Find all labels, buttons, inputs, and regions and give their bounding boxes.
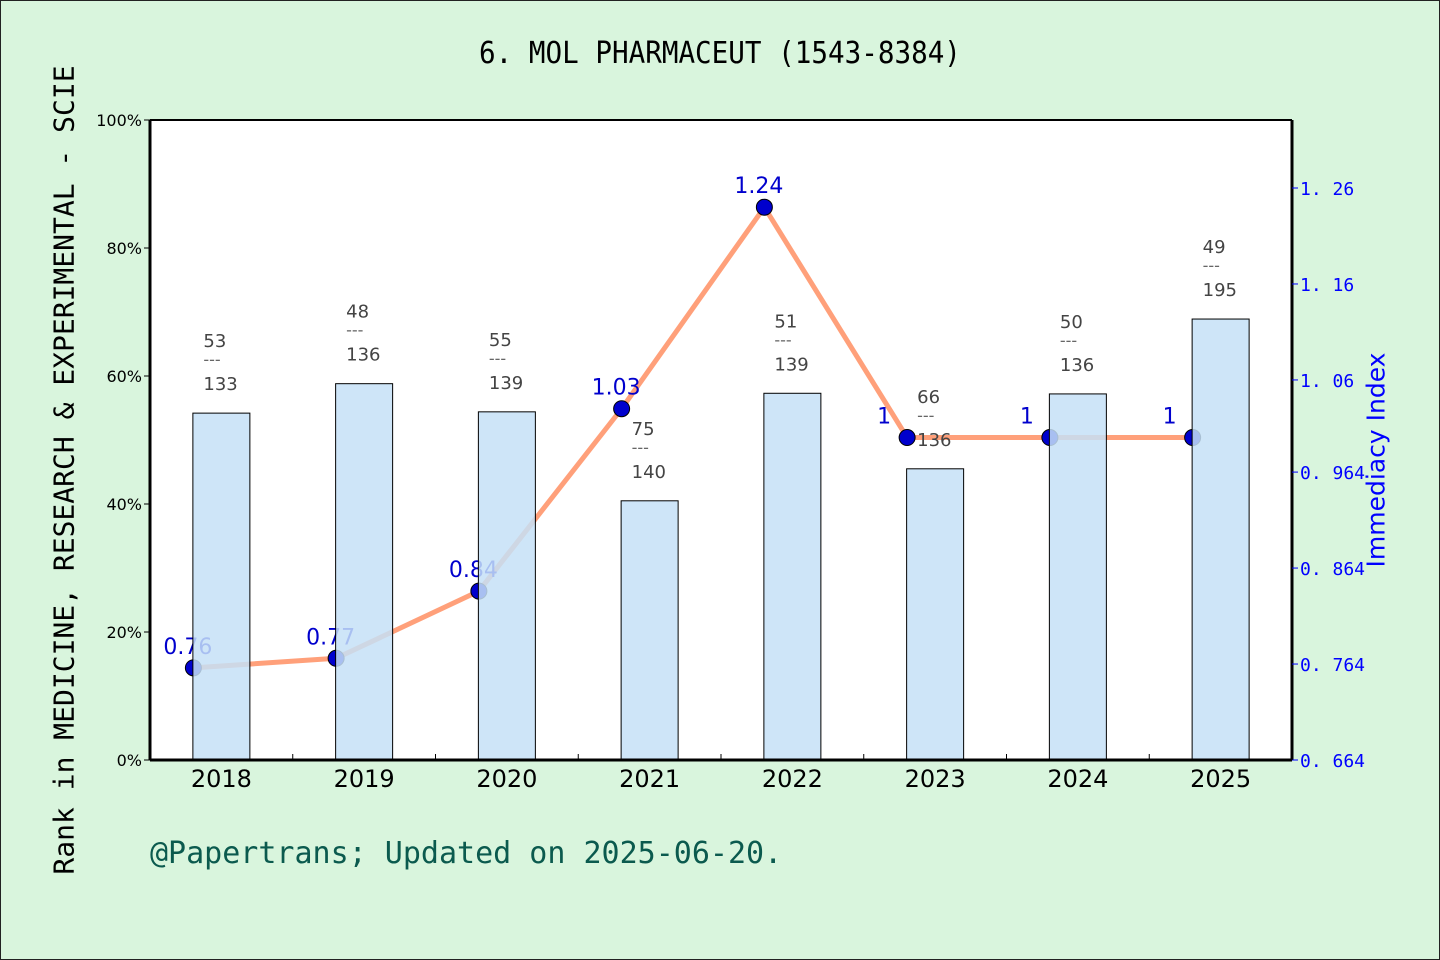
total-label: 133 xyxy=(203,374,237,395)
right-tick-label: 1. 26 xyxy=(1300,179,1354,200)
left-tick-label: 100% xyxy=(96,111,142,130)
x-tick-label: 2021 xyxy=(619,765,680,793)
rank-bar xyxy=(1048,393,1107,761)
right-tick-label: 1. 06 xyxy=(1300,371,1354,392)
data-point-label: 1 xyxy=(877,405,891,430)
x-tick-label: 2025 xyxy=(1190,765,1251,793)
rank-divider: --- xyxy=(203,350,220,369)
x-tick-label: 2022 xyxy=(762,765,823,793)
right-tick-label: 1. 16 xyxy=(1300,275,1354,296)
data-point-label: 1.03 xyxy=(592,376,641,401)
rank-bar xyxy=(763,392,822,761)
chart-title: 6. MOL PHARMACEUT (1543-8384) xyxy=(479,36,961,71)
right-tick-label: 0. 664 xyxy=(1300,751,1365,772)
left-tick-label: 60% xyxy=(106,367,142,386)
rank-divider: --- xyxy=(632,438,649,457)
rank-label: 48 xyxy=(346,302,369,323)
footer-credit: @Papertrans; Updated on 2025-06-20. xyxy=(150,836,783,871)
rank-divider: --- xyxy=(1203,256,1220,275)
rank-bar xyxy=(906,468,965,761)
rank-label: 55 xyxy=(489,330,512,351)
total-label: 136 xyxy=(1060,355,1094,376)
data-point-label: 1.24 xyxy=(734,174,783,199)
x-tick-label: 2019 xyxy=(334,765,395,793)
total-label: 139 xyxy=(489,373,523,394)
left-tick-label: 0% xyxy=(117,751,142,770)
rank-label: 53 xyxy=(203,331,226,352)
rank-label: 49 xyxy=(1203,237,1226,258)
rank-divider: --- xyxy=(774,330,791,349)
rank-divider: --- xyxy=(346,321,363,340)
x-tick-label: 2020 xyxy=(476,765,537,793)
left-tick-label: 40% xyxy=(106,495,142,514)
left-tick-label: 20% xyxy=(106,623,142,642)
data-point-marker xyxy=(755,198,773,216)
data-point-label: 1 xyxy=(1163,405,1177,430)
rank-bar xyxy=(477,411,536,761)
right-tick-label: 0. 764 xyxy=(1300,655,1365,676)
rank-bar xyxy=(1191,318,1250,761)
data-point-marker xyxy=(613,400,631,418)
total-label: 195 xyxy=(1203,280,1237,301)
right-tick-label: 0. 864 xyxy=(1300,559,1365,580)
rank-bar xyxy=(335,383,394,761)
rank-label: 75 xyxy=(632,419,655,440)
left-tick-label: 80% xyxy=(106,239,142,258)
total-label: 139 xyxy=(774,354,808,375)
data-point-label: 1 xyxy=(1020,405,1034,430)
x-tick-label: 2023 xyxy=(905,765,966,793)
data-point-marker xyxy=(898,429,916,447)
rank-divider: --- xyxy=(489,349,506,368)
rank-label: 66 xyxy=(917,387,940,408)
total-label: 136 xyxy=(346,345,380,366)
rank-divider: --- xyxy=(1060,331,1077,350)
rank-label: 51 xyxy=(774,311,797,332)
x-tick-label: 2024 xyxy=(1047,765,1108,793)
rank-divider: --- xyxy=(917,406,934,425)
rank-bar xyxy=(192,412,251,761)
total-label: 140 xyxy=(632,462,666,483)
right-tick-label: 0. 964 xyxy=(1300,463,1365,484)
rank-bar xyxy=(620,500,679,761)
x-tick-label: 2018 xyxy=(191,765,252,793)
rank-label: 50 xyxy=(1060,312,1083,333)
total-label: 136 xyxy=(917,430,951,451)
